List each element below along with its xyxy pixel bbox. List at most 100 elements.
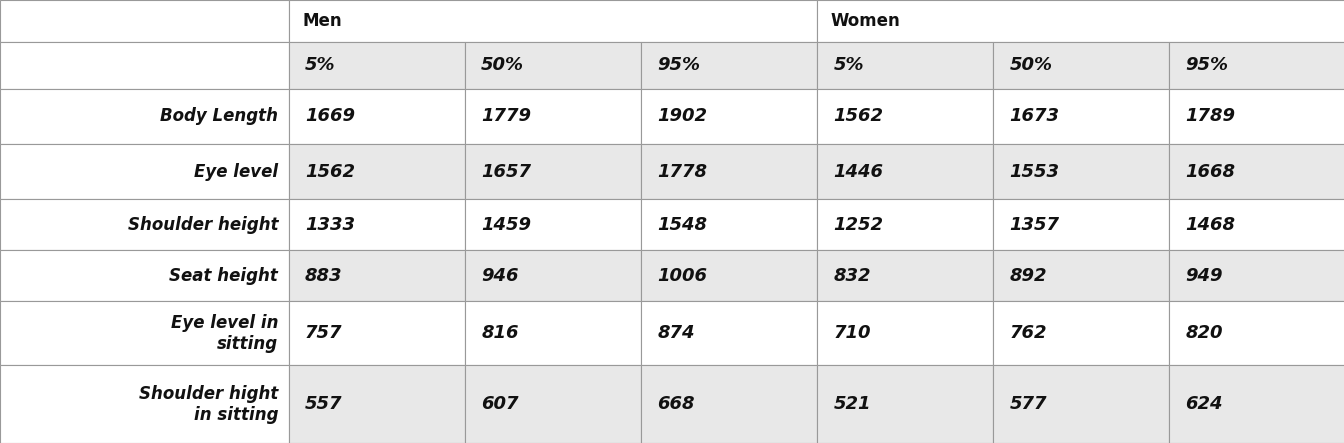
Bar [1169,144,1344,199]
Text: 521: 521 [833,395,871,413]
Bar [641,89,817,144]
Text: 1553: 1553 [1009,163,1059,181]
Bar [0,144,289,199]
Text: 5%: 5% [305,56,336,74]
Text: 1357: 1357 [1009,216,1059,234]
Text: Eye level: Eye level [194,163,278,181]
Text: 50%: 50% [481,56,524,74]
Text: Women: Women [831,12,900,30]
Bar [289,89,465,144]
Bar [993,365,1169,443]
Text: Shoulder height: Shoulder height [128,216,278,234]
Bar [993,42,1169,89]
Bar [817,301,993,365]
Text: 1562: 1562 [833,107,883,125]
Text: 874: 874 [657,324,695,342]
Text: 892: 892 [1009,267,1047,285]
Bar [289,199,465,250]
Bar [289,301,465,365]
Text: 1668: 1668 [1185,163,1235,181]
Text: Body Length: Body Length [160,107,278,125]
Bar [1169,250,1344,301]
Bar [1169,301,1344,365]
Text: Seat height: Seat height [169,267,278,285]
Bar [465,301,641,365]
Bar [289,144,465,199]
Text: 668: 668 [657,395,695,413]
Bar [817,42,993,89]
Bar [0,250,289,301]
Text: 1252: 1252 [833,216,883,234]
Text: 577: 577 [1009,395,1047,413]
Text: 1562: 1562 [305,163,355,181]
Bar [641,365,817,443]
Bar [465,144,641,199]
Bar [465,250,641,301]
Bar [0,199,289,250]
Bar [0,0,289,42]
Text: 624: 624 [1185,395,1223,413]
Bar [1169,365,1344,443]
Text: 1006: 1006 [657,267,707,285]
Bar [1169,89,1344,144]
Bar [817,250,993,301]
Text: 1459: 1459 [481,216,531,234]
Bar [641,301,817,365]
Bar [641,250,817,301]
Text: 1446: 1446 [833,163,883,181]
Text: 1657: 1657 [481,163,531,181]
Text: 1902: 1902 [657,107,707,125]
Bar [289,0,817,42]
Bar [465,365,641,443]
Text: Eye level in
sitting: Eye level in sitting [171,314,278,353]
Bar [289,42,465,89]
Text: 1468: 1468 [1185,216,1235,234]
Text: 820: 820 [1185,324,1223,342]
Bar [465,89,641,144]
Bar [817,365,993,443]
Text: 5%: 5% [833,56,864,74]
Bar [0,42,289,89]
Bar [993,144,1169,199]
Text: 1789: 1789 [1185,107,1235,125]
Text: Men: Men [302,12,341,30]
Bar [0,365,289,443]
Text: 816: 816 [481,324,519,342]
Bar [0,89,289,144]
Text: 95%: 95% [657,56,700,74]
Bar [641,42,817,89]
Text: 557: 557 [305,395,343,413]
Bar [993,301,1169,365]
Text: 1673: 1673 [1009,107,1059,125]
Text: 95%: 95% [1185,56,1228,74]
Text: 1778: 1778 [657,163,707,181]
Bar [289,250,465,301]
Bar [289,365,465,443]
Text: 1548: 1548 [657,216,707,234]
Text: 946: 946 [481,267,519,285]
Bar [465,199,641,250]
Text: 1669: 1669 [305,107,355,125]
Bar [993,250,1169,301]
Text: 710: 710 [833,324,871,342]
Text: 883: 883 [305,267,343,285]
Text: 949: 949 [1185,267,1223,285]
Bar [817,89,993,144]
Text: 832: 832 [833,267,871,285]
Bar [817,199,993,250]
Bar [817,0,1344,42]
Bar [993,199,1169,250]
Bar [1169,42,1344,89]
Text: 757: 757 [305,324,343,342]
Bar [993,89,1169,144]
Text: 1779: 1779 [481,107,531,125]
Bar [641,199,817,250]
Bar [641,144,817,199]
Bar [465,42,641,89]
Text: Shoulder hight
in sitting: Shoulder hight in sitting [138,385,278,424]
Text: 607: 607 [481,395,519,413]
Text: 762: 762 [1009,324,1047,342]
Bar [0,301,289,365]
Text: 50%: 50% [1009,56,1052,74]
Bar [817,144,993,199]
